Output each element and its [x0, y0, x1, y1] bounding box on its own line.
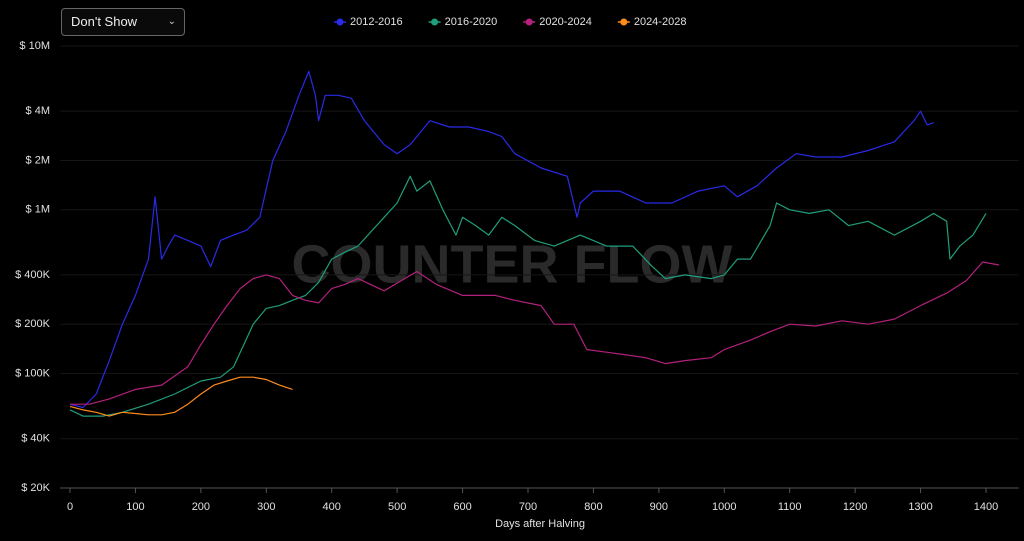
- series-line: [69, 175, 987, 417]
- x-tick-label: 1400: [974, 501, 998, 513]
- x-tick-label: 900: [650, 501, 668, 513]
- x-tick-label: 1100: [778, 501, 802, 513]
- y-tick-label: $ 20K: [21, 482, 50, 494]
- y-tick-label: $ 4M: [26, 105, 50, 117]
- x-tick-label: 400: [323, 501, 341, 513]
- x-tick-label: 100: [126, 501, 144, 513]
- y-tick-label: $ 400K: [15, 269, 51, 281]
- legend-marker: [431, 18, 439, 26]
- y-tick-label: $ 40K: [21, 433, 50, 445]
- dropdown[interactable]: Don't Show ⌄: [61, 8, 185, 36]
- series-line: [70, 261, 1000, 405]
- dropdown-arrow: ⌄: [167, 16, 176, 27]
- legend-marker: [336, 18, 344, 26]
- x-tick-label: 1200: [843, 501, 867, 513]
- watermark: COUNTER FLOW: [292, 234, 733, 294]
- legend-label: 2020-2024: [539, 16, 592, 28]
- legend-label: 2012-2016: [350, 16, 403, 28]
- legend-marker: [525, 18, 533, 26]
- legend-label: 2016-2020: [445, 16, 498, 28]
- x-tick-label: 500: [388, 501, 406, 513]
- legend-marker: [620, 18, 628, 26]
- x-tick-label: 200: [192, 501, 210, 513]
- x-tick-label: 0: [67, 501, 73, 513]
- x-tick-label: 600: [453, 501, 471, 513]
- x-tick-label: 800: [584, 501, 602, 513]
- series-line: [69, 376, 293, 417]
- x-tick-label: 1000: [712, 501, 736, 513]
- y-tick-label: $ 1M: [26, 204, 50, 216]
- series-line: [69, 70, 934, 409]
- x-tick-label: 700: [519, 501, 537, 513]
- y-tick-label: $ 200K: [15, 318, 51, 330]
- y-tick-label: $ 10M: [19, 40, 50, 52]
- x-axis-label: Days after Halving: [495, 518, 585, 530]
- x-tick-label: 300: [257, 501, 275, 513]
- x-tick-label: 1300: [908, 501, 932, 513]
- dropdown-label: Don't Show: [71, 14, 138, 29]
- y-tick-label: $ 100K: [15, 367, 51, 379]
- y-tick-label: $ 2M: [26, 154, 50, 166]
- legend-label: 2024-2028: [634, 16, 687, 28]
